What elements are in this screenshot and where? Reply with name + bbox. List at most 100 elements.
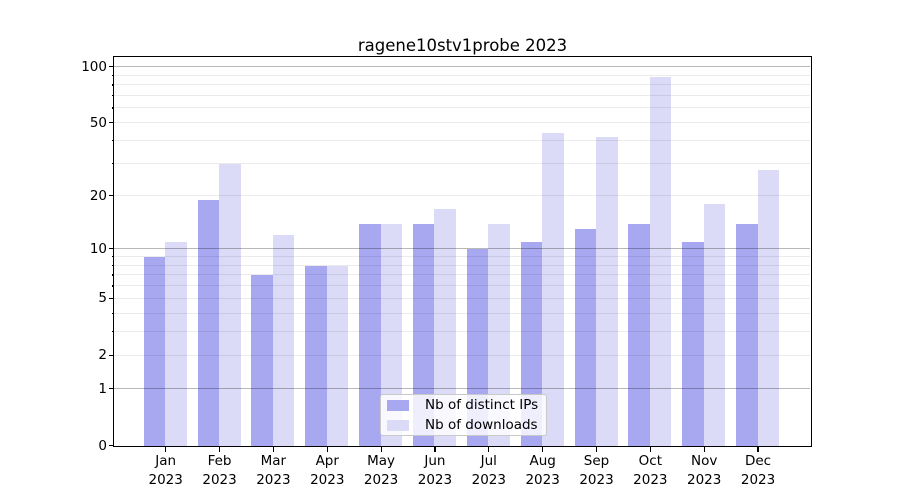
bar-ips-nov <box>682 242 704 446</box>
x-tick-jun <box>434 447 436 452</box>
x-tick-apr <box>326 447 328 452</box>
gridline-minor-40 <box>114 140 810 142</box>
y-tick-label-100: 100 <box>81 58 107 75</box>
y-minortick-30 <box>111 163 114 165</box>
legend: Nb of distinct IPs Nb of downloads <box>380 394 547 436</box>
x-tick-label-sep: Sep 2023 <box>579 453 614 488</box>
gridline-minor-70 <box>114 95 810 97</box>
y-tick-label-20: 20 <box>89 187 107 204</box>
gridline-minor-3 <box>114 331 810 333</box>
bar-ips-may <box>359 223 381 446</box>
x-tick-jan <box>165 447 167 452</box>
bar-downloads-nov <box>703 204 726 446</box>
plot-area <box>113 56 812 447</box>
y-minortick-80 <box>111 84 114 86</box>
gridline-minor-30 <box>114 163 810 165</box>
bar-downloads-mar <box>272 235 295 446</box>
legend-label-distinct-ips: Nb of distinct IPs <box>425 397 539 413</box>
bar-downloads-feb <box>219 164 241 446</box>
bar-downloads-aug <box>542 133 564 446</box>
bar-downloads-jun <box>434 208 456 446</box>
x-tick-label-dec: Dec 2023 <box>740 453 776 488</box>
y-minortick-90 <box>111 74 114 76</box>
y-tick-label-50: 50 <box>89 114 107 131</box>
y-tick-50 <box>109 122 114 124</box>
gridline-major-10 <box>114 248 810 250</box>
y-tick-1 <box>109 387 114 390</box>
bar-downloads-sep <box>596 137 618 446</box>
y-tick-10 <box>109 248 114 250</box>
gridline-major-100 <box>114 66 810 68</box>
legend-label-downloads: Nb of downloads <box>425 417 538 433</box>
bar-ips-jun <box>412 223 435 446</box>
y-tick-label-2: 2 <box>98 347 107 364</box>
x-tick-dec <box>757 447 759 452</box>
bar-downloads-jul <box>488 223 510 446</box>
bar-downloads-oct <box>649 77 672 446</box>
y-tick-0 <box>109 444 114 447</box>
y-minortick-70 <box>111 95 114 97</box>
x-tick-label-nov: Nov 2023 <box>687 453 722 488</box>
y-minortick-7 <box>111 274 114 276</box>
gridline-minor-2 <box>114 354 810 356</box>
x-tick-feb <box>218 447 221 452</box>
y-tick-label-0: 0 <box>98 437 107 454</box>
gridline-minor-4 <box>114 312 810 314</box>
y-tick-2 <box>109 354 114 356</box>
legend-swatch-downloads <box>387 419 409 431</box>
gridline-minor-50 <box>114 122 810 124</box>
bar-ips-oct <box>628 223 650 446</box>
x-tick-label-may: May 2023 <box>363 453 399 488</box>
x-tick-sep <box>595 447 598 452</box>
x-tick-nov <box>703 447 705 452</box>
y-minortick-3 <box>111 331 114 333</box>
chart-title: ragene10stv1probe 2023 <box>357 36 568 55</box>
y-tick-5 <box>109 297 114 300</box>
legend-item-downloads: Nb of downloads <box>381 415 546 435</box>
y-minortick-8 <box>111 264 114 266</box>
y-minortick-60 <box>111 107 114 109</box>
legend-item-distinct-ips: Nb of distinct IPs <box>381 395 546 415</box>
x-tick-label-jul: Jul 2023 <box>471 453 506 488</box>
y-tick-label-10: 10 <box>89 240 107 257</box>
x-tick-oct <box>649 447 652 452</box>
y-minortick-9 <box>111 255 114 258</box>
bar-downloads-dec <box>757 169 780 446</box>
bar-ips-jan <box>143 256 166 446</box>
x-tick-label-mar: Mar 2023 <box>256 453 291 488</box>
gridline-minor-8 <box>114 264 810 266</box>
x-tick-label-jun: Jun 2023 <box>417 453 453 488</box>
x-tick-label-apr: Apr 2023 <box>310 453 345 488</box>
x-tick-label-oct: Oct 2023 <box>633 453 668 488</box>
y-tick-label-1: 1 <box>98 380 107 397</box>
y-minortick-40 <box>111 140 114 142</box>
legend-swatch-distinct-ips <box>387 399 409 411</box>
bar-downloads-may <box>380 223 403 446</box>
x-tick-label-aug: Aug 2023 <box>525 453 560 488</box>
x-tick-may <box>380 447 382 452</box>
y-minortick-4 <box>111 312 114 315</box>
gridline-minor-90 <box>114 74 810 76</box>
gridline-major-1 <box>114 388 810 390</box>
y-tick-label-5: 5 <box>98 290 107 307</box>
bar-ips-mar <box>251 275 273 446</box>
x-tick-aug <box>542 447 544 452</box>
gridline-minor-60 <box>114 107 810 109</box>
bar-downloads-apr <box>326 265 349 446</box>
x-tick-label-jan: Jan 2023 <box>148 453 183 488</box>
gridline-minor-80 <box>114 84 810 86</box>
gridline-minor-7 <box>114 274 810 276</box>
x-tick-jul <box>488 447 490 452</box>
y-tick-100 <box>109 65 114 68</box>
bar-downloads-jan <box>165 242 187 446</box>
gridline-minor-6 <box>114 285 810 287</box>
x-tick-mar <box>272 447 275 452</box>
gridline-minor-9 <box>114 255 810 257</box>
bar-ips-sep <box>574 229 596 446</box>
gridline-minor-20 <box>114 195 810 197</box>
bar-ips-dec <box>736 223 758 446</box>
bar-ips-feb <box>197 200 220 446</box>
x-tick-label-feb: Feb 2023 <box>202 453 237 488</box>
bar-ips-apr <box>305 265 327 446</box>
